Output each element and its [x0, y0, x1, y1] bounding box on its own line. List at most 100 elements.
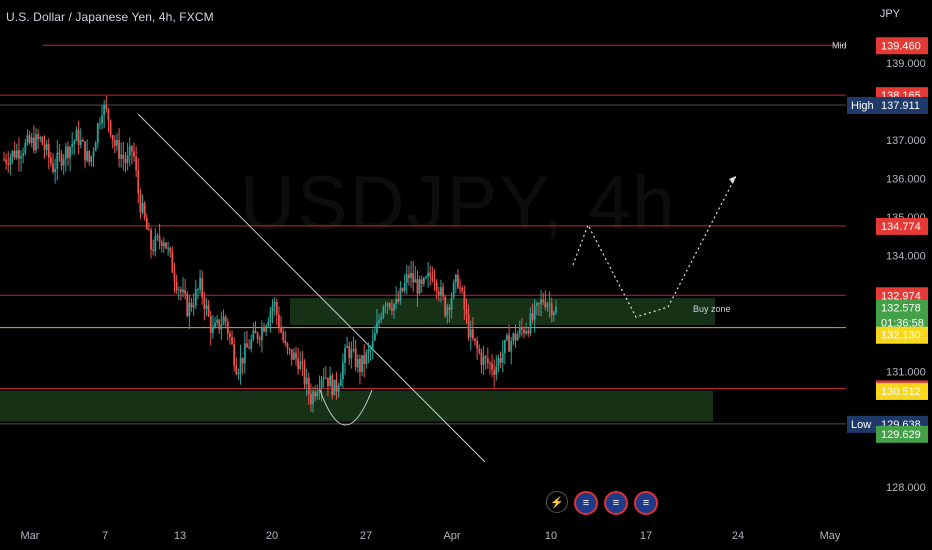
candle-body — [275, 301, 278, 315]
candle-body — [84, 141, 86, 161]
candle-body — [190, 302, 193, 308]
candle-body — [380, 317, 383, 320]
candle-body — [135, 156, 138, 171]
price-tag[interactable] — [876, 96, 928, 114]
candle-body — [54, 168, 57, 173]
symbol-watermark: USDJPY, 4h — [240, 161, 677, 246]
price-axis-panel — [846, 0, 932, 550]
level-name-tag-text: High — [851, 100, 874, 112]
candle-body — [333, 379, 336, 396]
candle-body — [410, 273, 412, 278]
candle-body — [9, 157, 12, 165]
candle-body — [397, 299, 400, 302]
candle-body — [71, 143, 74, 147]
event-icons: ⚡ ≡ ≡ ≡ — [546, 491, 658, 515]
candle-body — [207, 305, 210, 316]
candle-body — [297, 358, 300, 369]
candle-body — [90, 156, 93, 162]
candle-body — [378, 319, 381, 323]
candle-body — [452, 282, 455, 298]
candle-body — [527, 330, 530, 334]
price-tag[interactable] — [876, 382, 928, 400]
candle-body — [24, 142, 27, 154]
candle-body — [35, 134, 37, 151]
price-tick-label: 137.000 — [886, 135, 926, 147]
candle-body — [529, 313, 532, 334]
candle-body — [175, 281, 178, 291]
candle-body — [45, 144, 48, 150]
candle-body — [128, 146, 131, 156]
candle-body — [290, 349, 293, 360]
candle-body — [310, 394, 312, 405]
candle-body — [156, 235, 159, 237]
candle-body — [489, 363, 491, 365]
candle-body — [344, 348, 346, 363]
candle-body — [446, 307, 449, 316]
level-name-tag[interactable] — [847, 96, 876, 114]
candle-body — [476, 340, 479, 349]
candle-body — [32, 137, 35, 151]
date-tick-label: 17 — [640, 530, 652, 542]
candle-body — [538, 303, 540, 305]
candle-body — [531, 313, 534, 320]
candle-body — [482, 356, 485, 365]
candle-body — [11, 150, 14, 158]
candle-body — [86, 150, 89, 161]
candle-body — [260, 327, 263, 340]
candle-body — [350, 349, 353, 359]
lightning-icon[interactable]: ⚡ — [546, 491, 568, 513]
candle-body — [286, 343, 289, 349]
candle-body — [382, 306, 385, 318]
candle-body — [503, 339, 506, 353]
candle-body — [497, 358, 500, 367]
candle-body — [28, 135, 31, 143]
candle-body — [263, 327, 265, 332]
candle-body — [220, 324, 223, 330]
candle-body — [182, 289, 184, 292]
candle-body — [186, 293, 189, 316]
candle-body — [365, 352, 368, 365]
candle-body — [122, 154, 125, 159]
price-tag[interactable] — [876, 37, 928, 55]
symbol-title[interactable]: U.S. Dollar / Japanese Yen, 4h, FXCM — [6, 10, 214, 24]
candle-body — [271, 305, 274, 312]
candle-body — [461, 287, 464, 292]
candle-body — [169, 247, 172, 253]
candle-body — [216, 319, 219, 323]
candle-body — [148, 229, 150, 231]
current-price-tag[interactable] — [876, 299, 928, 332]
price-tag[interactable] — [876, 425, 928, 443]
level-name-tag[interactable] — [847, 415, 876, 433]
price-tag[interactable] — [876, 217, 928, 235]
candle-body — [13, 150, 16, 158]
candle-body — [7, 162, 10, 165]
candle-body — [418, 279, 421, 294]
candle-body — [516, 334, 519, 341]
candle-body — [205, 305, 208, 310]
candle-body — [67, 146, 69, 158]
us-flag-icon[interactable]: ≡ — [574, 491, 598, 515]
candle-body — [331, 375, 334, 396]
candle-body — [165, 242, 167, 249]
date-tick-label: 10 — [545, 530, 557, 542]
us-flag-icon[interactable]: ≡ — [604, 491, 628, 515]
date-tick-label: 20 — [266, 530, 278, 542]
candle-body — [267, 321, 270, 326]
candle-body — [92, 151, 95, 157]
candle-body — [229, 333, 231, 337]
candle-body — [454, 274, 457, 283]
candle-body — [307, 377, 310, 395]
candle-body — [474, 338, 476, 341]
bottom-arc — [319, 389, 373, 426]
candle-body — [363, 355, 366, 365]
candle-body — [471, 329, 474, 339]
price-tag[interactable] — [876, 326, 928, 344]
candle-body — [284, 340, 287, 344]
candle-body — [56, 152, 59, 169]
us-flag-icon[interactable]: ≡ — [634, 491, 658, 515]
projection-path — [572, 175, 737, 318]
candle-body — [495, 366, 498, 375]
candle-body — [133, 151, 135, 157]
currency-label[interactable]: JPY — [879, 8, 900, 20]
